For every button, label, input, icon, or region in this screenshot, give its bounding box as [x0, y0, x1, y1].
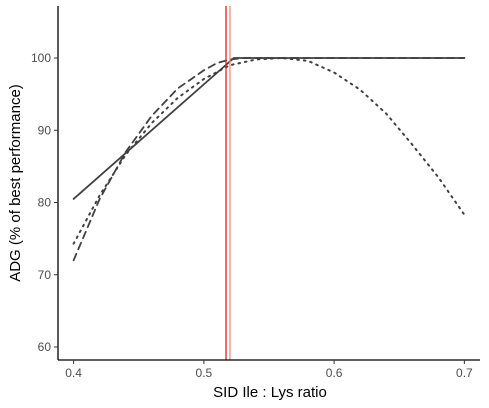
- series-layer: [72, 57, 466, 262]
- y-tick-label: 90: [38, 123, 52, 137]
- x-tick-label: 0.7: [456, 366, 473, 380]
- x-axis-title: SID Ile : Lys ratio: [213, 384, 327, 401]
- series-line-dashed: [72, 57, 466, 262]
- series-line-solid: [72, 57, 466, 200]
- x-tick-label: 0.4: [65, 366, 82, 380]
- series-line-dotted: [72, 57, 466, 245]
- reference-lines: [225, 6, 231, 360]
- x-tick-label: 0.5: [196, 366, 213, 380]
- x-tick-label: 0.6: [326, 366, 343, 380]
- y-tick-label: 70: [38, 268, 52, 282]
- y-tick-label: 80: [38, 196, 52, 210]
- x-ticks: 0.4 0.5 0.6 0.7: [65, 360, 473, 380]
- y-tick-label: 60: [38, 340, 52, 354]
- y-ticks: 60 70 80 90 100: [31, 51, 58, 354]
- y-axis-title: ADG (% of best performance): [7, 84, 24, 282]
- y-tick-label: 100: [31, 51, 51, 65]
